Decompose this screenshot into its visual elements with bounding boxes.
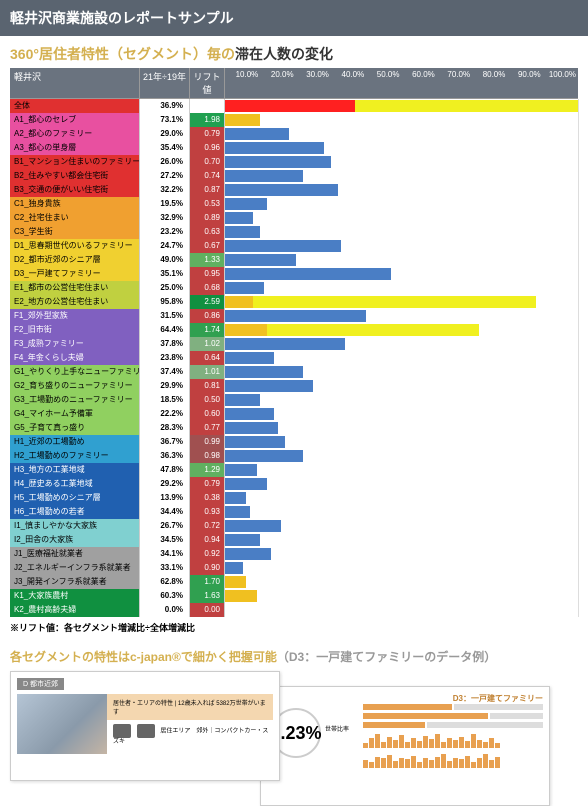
- segment-row: G5_子育て真っ盛り28.3%0.77: [10, 421, 578, 435]
- segment-row: E2_地方の公営住宅住まい95.8%2.59: [10, 295, 578, 309]
- segment-row: A1_都心のセレブ73.1%1.98: [10, 113, 578, 127]
- segment-card-detail: D3：一戸建てファミリー 3.23% 世帯比率: [260, 686, 550, 806]
- segment-row: G4_マイホーム予備軍22.2%0.60: [10, 407, 578, 421]
- segment-row: H2_工場勤めのファミリー36.3%0.98: [10, 449, 578, 463]
- segment-row: H5_工場勤めのシニア層13.9%0.38: [10, 491, 578, 505]
- segment-row: J2_エネルギーインフラ系就業者33.1%0.90: [10, 561, 578, 575]
- segment-row: J3_開発インフラ系就業者62.8%1.70: [10, 575, 578, 589]
- section2-title: 各セグメントの特性はc-japan®で細かく把握可能（D3：一戸建てファミリーの…: [0, 638, 588, 671]
- segment-row: B3_交通の便がいい住宅街32.2%0.87: [10, 183, 578, 197]
- chart-title: 360°居住者特性（セグメント）毎の滞在人数の変化: [0, 36, 588, 68]
- segment-row: G1_やりくり上手なニューファミリー37.4%1.01: [10, 365, 578, 379]
- segment-row: F2_旧市街64.4%1.74: [10, 323, 578, 337]
- page-header: 軽井沢商業施設のレポートサンプル: [0, 0, 588, 36]
- lift-note: ※リフト値：各セグメント増減比÷全体増減比: [0, 617, 588, 638]
- segment-row: I2_田舎の大家族34.5%0.94: [10, 533, 578, 547]
- segment-row: C3_学生街23.2%0.63: [10, 225, 578, 239]
- house-icon: [113, 724, 131, 738]
- segment-row: G2_育ち盛りのニューファミリー29.9%0.81: [10, 379, 578, 393]
- segment-row: D1_思春期世代のいるファミリー24.7%0.67: [10, 239, 578, 253]
- detail-cards: D 都市近郊 居住者・エリアの特性 | 12歳未入れば 5382万世帯がいます …: [0, 671, 588, 806]
- segment-row: G3_工場勤めのニューファミリー18.5%0.50: [10, 393, 578, 407]
- segment-row: B2_住みやすい都会住宅街27.2%0.74: [10, 169, 578, 183]
- segment-row: D2_都市近郊のシニア層49.0%1.33: [10, 253, 578, 267]
- segment-row: K2_農村高齢夫婦0.0%0.00: [10, 603, 578, 617]
- segment-row: H3_地方の工業地域47.8%1.29: [10, 463, 578, 477]
- segment-row: A2_都心のファミリー29.0%0.79: [10, 127, 578, 141]
- segment-row: H1_近郊の工場勤め36.7%0.99: [10, 435, 578, 449]
- segment-row: D3_一戸建てファミリー35.1%0.95: [10, 267, 578, 281]
- segment-row: F4_年金くらし夫婦23.8%0.64: [10, 351, 578, 365]
- segment-row: H4_歴史ある工業地域29.2%0.79: [10, 477, 578, 491]
- segment-chart: 軽井沢 21年÷19年 リフト値 10.0%20.0%30.0%40.0%50.…: [0, 68, 588, 617]
- segment-row: F1_郊外型家族31.5%0.86: [10, 309, 578, 323]
- car-icon: [137, 724, 155, 738]
- segment-row: K1_大家族農村60.3%1.63: [10, 589, 578, 603]
- chart-header-row: 軽井沢 21年÷19年 リフト値 10.0%20.0%30.0%40.0%50.…: [10, 68, 578, 99]
- segment-row: 全体36.9%: [10, 99, 578, 113]
- segment-row: I1_慎ましやかな大家族26.7%0.72: [10, 519, 578, 533]
- segment-card-overview: D 都市近郊 居住者・エリアの特性 | 12歳未入れば 5382万世帯がいます …: [10, 671, 280, 781]
- segment-row: F3_成熟ファミリー37.8%1.02: [10, 337, 578, 351]
- segment-row: B1_マンション住まいのファミリー26.0%0.70: [10, 155, 578, 169]
- segment-row: J1_医療福祉就業者34.1%0.92: [10, 547, 578, 561]
- segment-row: A3_都心の単身層35.4%0.96: [10, 141, 578, 155]
- segment-row: C1_独身貴族19.5%0.53: [10, 197, 578, 211]
- segment-photo: [17, 694, 107, 754]
- segment-row: E1_都市の公営住宅住まい25.0%0.68: [10, 281, 578, 295]
- segment-row: C2_社宅住まい32.9%0.89: [10, 211, 578, 225]
- segment-row: H6_工場勤めの若者34.4%0.93: [10, 505, 578, 519]
